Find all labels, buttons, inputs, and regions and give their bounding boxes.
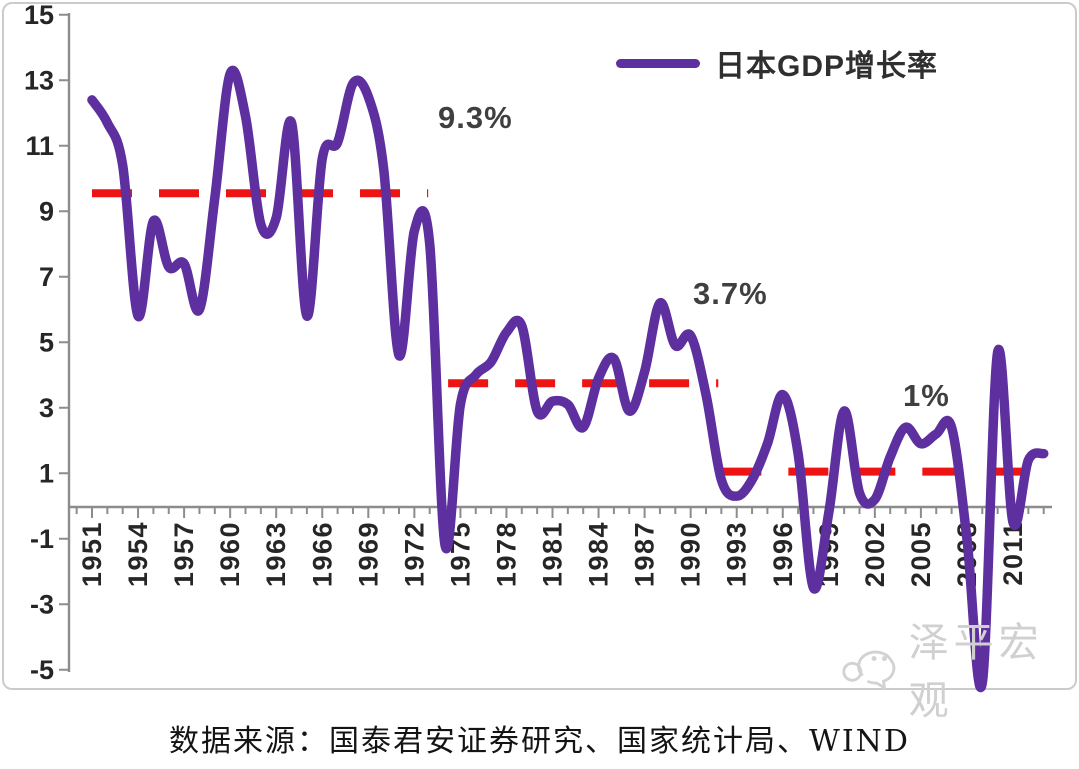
y-tick-label: 5 — [39, 327, 54, 357]
gdp-growth-line — [87, 65, 1049, 692]
y-tick-label: -3 — [30, 589, 54, 619]
x-tick-label: 1963 — [261, 521, 291, 587]
avg-growth-annotation-9-3: 9.3% — [438, 100, 513, 135]
x-tick-label: 2011 — [998, 521, 1028, 586]
x-tick-label: 1954 — [123, 521, 153, 587]
x-tick-label: 1990 — [676, 521, 706, 587]
x-tick-label: 1984 — [584, 521, 614, 587]
wechat-icon — [842, 650, 896, 691]
x-tick-label: 1957 — [169, 521, 199, 587]
x-tick-label: 1960 — [215, 521, 245, 587]
x-tick-label: 1969 — [353, 521, 383, 587]
y-tick-label: 15 — [24, 0, 54, 30]
y-tick-label: -1 — [30, 524, 54, 554]
y-tick-label: 13 — [24, 65, 54, 95]
watermark-text: 泽平宏观 — [908, 621, 1044, 723]
x-tick-label: 1978 — [491, 521, 521, 587]
data-source-caption: 数据来源：国泰君安证券研究、国家统计局、WIND — [169, 724, 910, 759]
x-tick-label: 1951 — [77, 521, 107, 587]
x-tick-label: 2005 — [906, 521, 936, 587]
x-tick-label: 2002 — [860, 521, 890, 587]
chart-plot-area: 15 13 11 9 7 5 3 1 -1 -3 -5 1951 1954 1957 1960 1963 196… — [24, 0, 1052, 692]
x-tick-label: 1987 — [630, 521, 660, 587]
x-tick-label: 1972 — [399, 521, 429, 587]
legend-line-swatch — [616, 58, 700, 68]
chart-image-border — [2, 2, 1077, 690]
x-tick-label: 1996 — [768, 521, 798, 587]
x-tick-label: 1966 — [307, 521, 337, 587]
legend-label: 日本GDP增长率 — [715, 50, 939, 83]
legend: 日本GDP增长率 — [616, 40, 938, 86]
y-tick-label: 9 — [39, 196, 54, 226]
y-tick-label: 11 — [25, 131, 54, 161]
x-tick-label: 1981 — [538, 521, 568, 587]
y-tick-label: 1 — [39, 458, 54, 488]
avg-growth-annotation-1: 1% — [903, 378, 950, 413]
avg-growth-annotation-3-7: 3.7% — [693, 276, 768, 311]
watermark: 泽平宏观 — [840, 610, 1079, 726]
x-tick-label: 1993 — [722, 521, 752, 587]
y-tick-label: 7 — [39, 262, 54, 292]
y-tick-label: 3 — [39, 393, 54, 423]
y-tick-label: -5 — [30, 655, 54, 685]
